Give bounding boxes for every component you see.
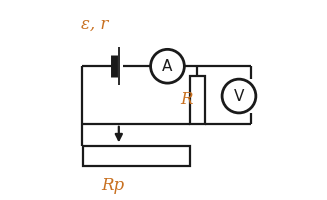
Bar bbox=[190, 76, 205, 124]
Bar bbox=[83, 146, 190, 166]
Circle shape bbox=[151, 49, 184, 83]
Text: R: R bbox=[180, 91, 193, 108]
Text: Rp: Rp bbox=[101, 177, 124, 194]
Circle shape bbox=[222, 79, 256, 113]
Text: ε, r: ε, r bbox=[81, 16, 109, 33]
Text: A: A bbox=[162, 59, 173, 74]
Text: V: V bbox=[234, 89, 244, 104]
